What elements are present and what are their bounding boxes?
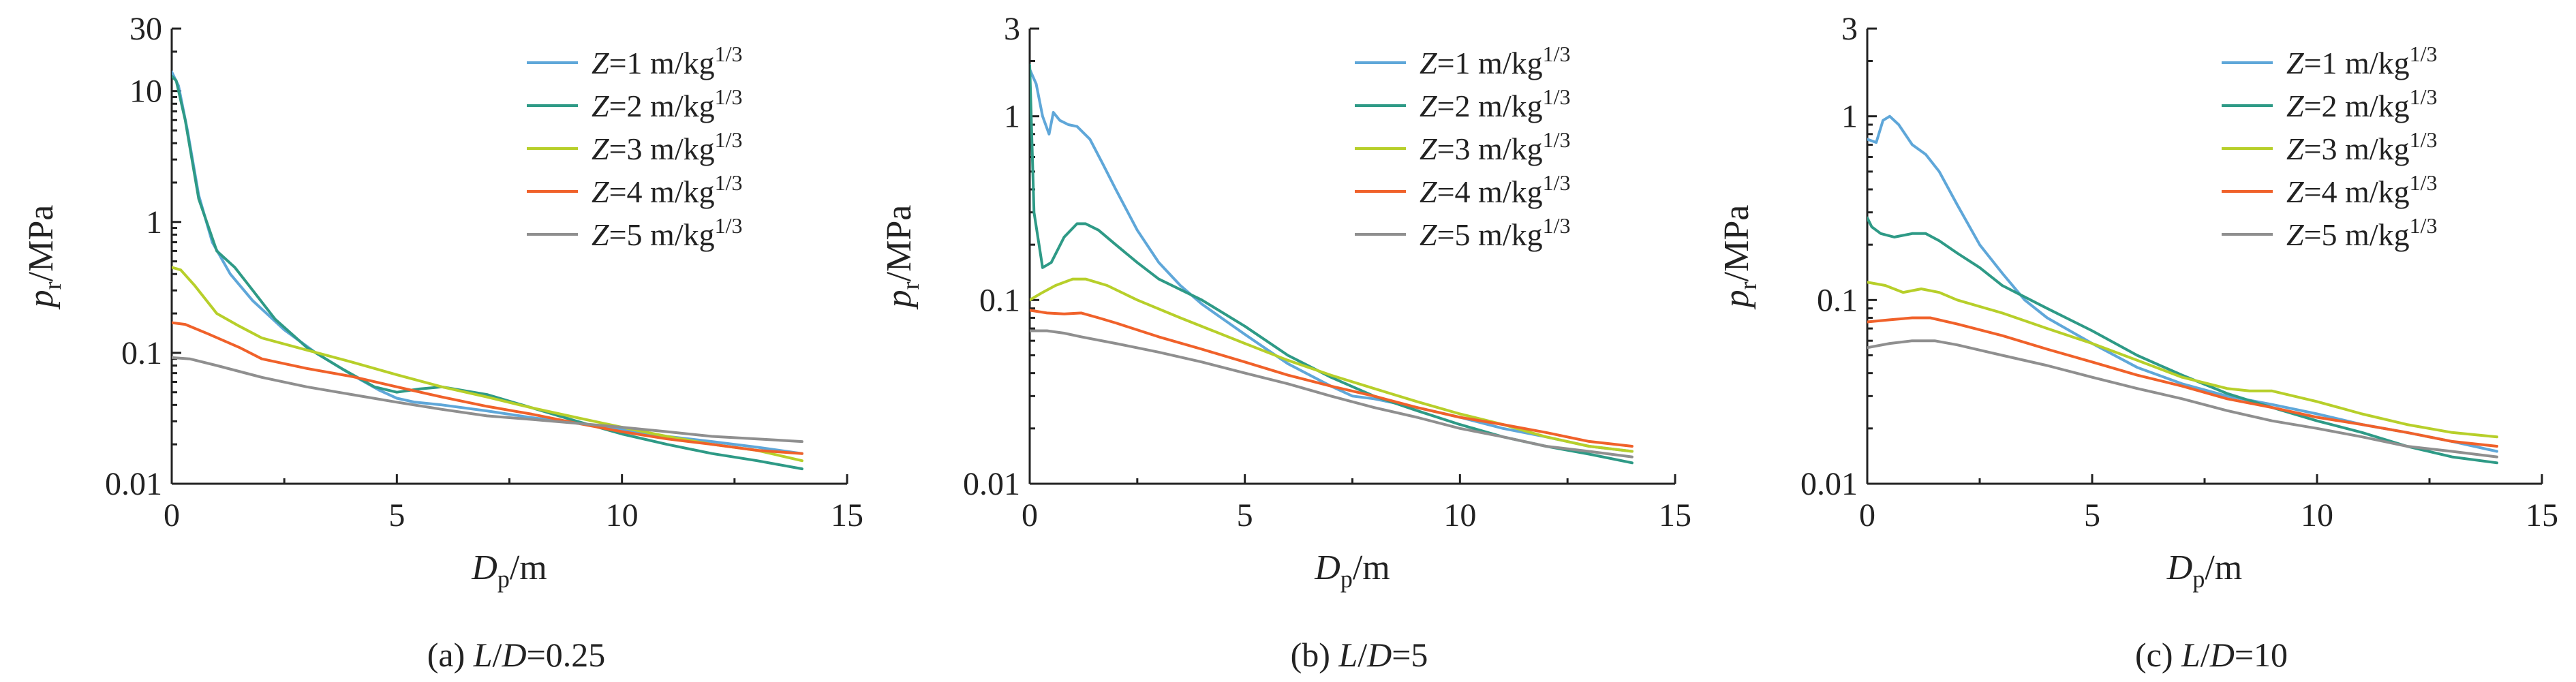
y-tick-label: 1 <box>1841 99 1858 135</box>
x-tick-label: 15 <box>1659 497 1691 533</box>
x-tick-label: 5 <box>2084 497 2100 533</box>
legend-label-z1: Z=1 m/kg1/3 <box>2286 42 2438 80</box>
series-line-z2 <box>1030 63 1634 465</box>
legend-label-z5: Z=5 m/kg1/3 <box>592 213 743 252</box>
y-axis-title: pr/MPa <box>880 205 924 311</box>
x-tick-label: 10 <box>2301 497 2333 533</box>
chart-panel-1: 0 5 10 15 0.01 0.1 1 10 30 Dp/m pr/MPa (a) L/D=0.25… <box>22 11 863 674</box>
legend-label-z1: Z=1 m/kg1/3 <box>1420 42 1571 80</box>
y-tick-label: 3 <box>1841 11 1858 47</box>
legend-label-z4: Z=4 m/kg1/3 <box>2286 170 2438 209</box>
series-line-z3 <box>1867 281 2498 439</box>
y-tick-label: 0.01 <box>1800 466 1858 502</box>
series-line-z4 <box>1867 316 2498 448</box>
legend-label-z5: Z=5 m/kg1/3 <box>1420 213 1571 252</box>
y-axis-title: pr/MPa <box>1717 205 1762 311</box>
y-tick-label: 0.1 <box>979 282 1020 318</box>
series-line-z5 <box>1867 339 2498 459</box>
x-tick-label: 15 <box>831 497 863 533</box>
series-line-z3 <box>172 266 803 463</box>
y-tick-label: 0.1 <box>121 335 162 371</box>
x-tick-label: 5 <box>1237 497 1253 533</box>
x-tick-label: 0 <box>1859 497 1875 533</box>
y-tick-label: 10 <box>129 74 162 110</box>
x-axis-title: Dp/m <box>471 548 547 593</box>
x-tick-label: 5 <box>388 497 405 533</box>
series-line-z4 <box>1030 309 1634 448</box>
panel-caption: (b) L/D=5 <box>1291 636 1428 674</box>
legend-label-z3: Z=3 m/kg1/3 <box>1420 127 1571 166</box>
series-line-z5 <box>1030 329 1634 459</box>
panel-caption: (c) L/D=10 <box>2135 636 2288 674</box>
legend-label-z5: Z=5 m/kg1/3 <box>2286 213 2438 252</box>
series-line-z3 <box>1030 277 1634 453</box>
y-tick-label: 30 <box>129 11 162 47</box>
chart-panel-2: 0 5 10 15 0.01 0.1 1 3 Dp/m pr/MPa (b) L/D=5 Z=1 m/… <box>880 11 1691 674</box>
series-line-z2 <box>1867 216 2498 465</box>
y-tick-label: 1 <box>1004 99 1020 135</box>
legend-label-z1: Z=1 m/kg1/3 <box>592 42 743 80</box>
series-line-z2 <box>172 74 803 471</box>
panel-caption: (a) L/D=0.25 <box>427 636 606 674</box>
legend-label-z4: Z=4 m/kg1/3 <box>1420 170 1571 209</box>
chart-panel-3: 0 5 10 15 0.01 0.1 1 3 Dp/m pr/MPa (c) L/D=10 Z=1 m… <box>1717 11 2558 674</box>
x-tick-label: 15 <box>2526 497 2558 533</box>
y-tick-label: 1 <box>146 204 162 241</box>
series-line-z4 <box>172 321 803 455</box>
series-line-z1 <box>1030 67 1634 453</box>
x-tick-label: 0 <box>164 497 180 533</box>
y-tick-label: 0.01 <box>963 466 1020 502</box>
x-tick-label: 10 <box>1443 497 1476 533</box>
x-tick-label: 0 <box>1022 497 1038 533</box>
legend-label-z3: Z=3 m/kg1/3 <box>2286 127 2438 166</box>
legend-label-z4: Z=4 m/kg1/3 <box>592 170 743 209</box>
series-line-z1 <box>1867 114 2498 453</box>
y-tick-label: 3 <box>1004 11 1020 47</box>
y-tick-label: 0.1 <box>1817 282 1858 318</box>
legend-label-z2: Z=2 m/kg1/3 <box>1420 84 1571 123</box>
legend-label-z2: Z=2 m/kg1/3 <box>592 84 743 123</box>
x-axis-title: Dp/m <box>2166 548 2242 593</box>
x-tick-label: 10 <box>606 497 639 533</box>
y-tick-label: 0.01 <box>105 466 162 502</box>
y-axis-title: pr/MPa <box>22 205 66 311</box>
legend-label-z3: Z=3 m/kg1/3 <box>592 127 743 166</box>
x-axis-title: Dp/m <box>1314 548 1390 593</box>
legend-label-z2: Z=2 m/kg1/3 <box>2286 84 2438 123</box>
series-line-z5 <box>172 356 803 444</box>
